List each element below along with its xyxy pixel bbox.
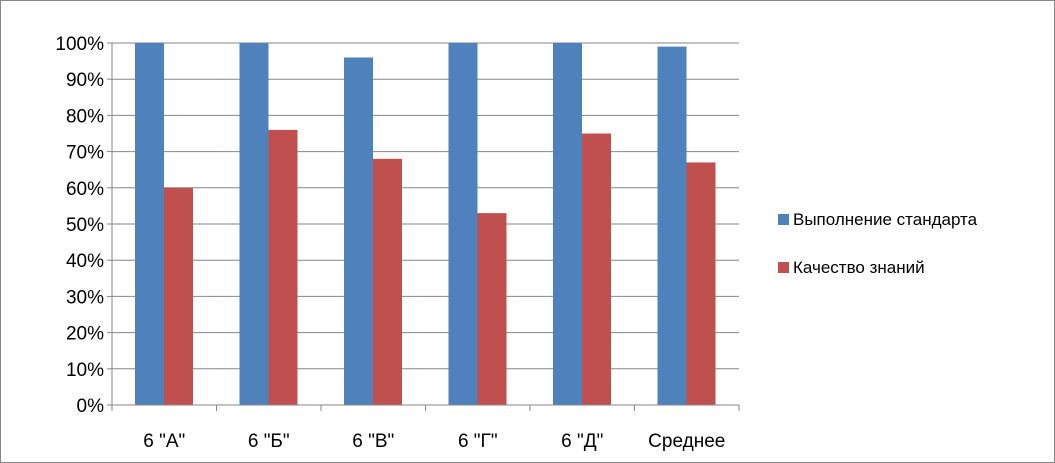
- y-tick-label: 20%: [66, 324, 104, 345]
- x-tick-label: 6 "Г": [458, 431, 498, 452]
- y-tick-label: 60%: [66, 179, 104, 200]
- bar: [344, 57, 373, 405]
- x-tick-label: 6 "А": [143, 431, 185, 452]
- bar: [657, 46, 687, 406]
- bar: [686, 162, 716, 405]
- bar: [164, 187, 193, 405]
- gridlines: [112, 42, 739, 370]
- bar: [553, 43, 582, 405]
- y-tick-label: 70%: [66, 143, 104, 164]
- legend-swatch: [778, 262, 789, 273]
- y-tick-label: 50%: [66, 215, 104, 236]
- x-tick-label: Среднее: [648, 431, 725, 452]
- bar: [268, 129, 298, 405]
- x-tick-label: 6 "Д": [561, 431, 603, 452]
- x-tick-labels: 6 "А" 6 "Б" 6 "В" 6 "Г" 6 "Д" Среднее: [143, 431, 725, 452]
- bar: [448, 43, 478, 405]
- y-tick-label: 40%: [66, 251, 104, 272]
- y-tick-labels: 0% 10% 20% 30% 40% 50% 60% 70% 80% 90% 100%: [55, 34, 104, 417]
- x-tick-label: 6 "В": [352, 431, 394, 452]
- legend-label: Выполнение стандарта: [793, 210, 978, 229]
- y-tick-label: 10%: [66, 360, 104, 381]
- legend: Выполнение стандарта Качество знаний: [778, 210, 978, 277]
- y-tick-label: 90%: [66, 70, 104, 91]
- y-tick-label: 100%: [55, 34, 104, 55]
- bar: [582, 133, 611, 405]
- y-tick-label: 80%: [66, 106, 104, 127]
- legend-swatch: [778, 214, 789, 225]
- bar: [239, 43, 269, 405]
- bar: [373, 158, 402, 405]
- x-tick-label: 6 "Б": [248, 431, 290, 452]
- bar: [477, 213, 507, 405]
- y-tick-label: 0%: [77, 396, 105, 417]
- y-tick-label: 30%: [66, 287, 104, 308]
- axes: [107, 42, 740, 411]
- bar: [135, 43, 164, 405]
- bars: [135, 43, 716, 406]
- legend-label: Качество знаний: [793, 258, 925, 277]
